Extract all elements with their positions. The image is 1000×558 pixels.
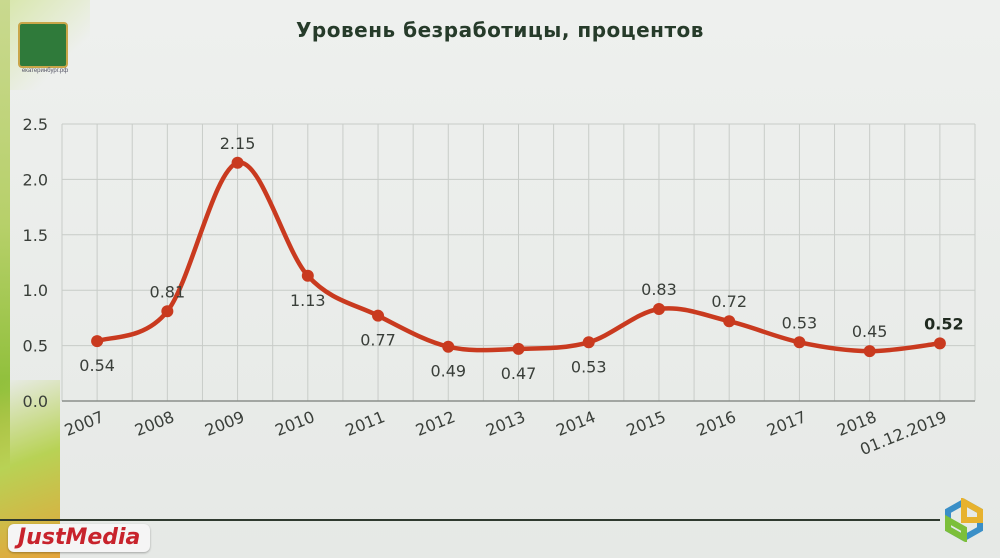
footer-divider (0, 519, 940, 521)
x-tick-label: 2017 (764, 407, 809, 440)
y-tick-label: 0.0 (23, 392, 48, 411)
y-tick-label: 1.5 (23, 226, 48, 245)
data-labels: 0.54 0.81 2.15 1.13 0.77 0.49 0.47 0.53 0.83 0.72… (79, 134, 963, 383)
data-point (652, 303, 665, 316)
data-label: 0.47 (501, 364, 537, 383)
x-tick-label: 2015 (624, 407, 669, 440)
y-tick-label: 1.0 (23, 281, 48, 300)
x-tick-label: 2013 (483, 407, 528, 440)
emblem-site-text: екатеринбург.рф (21, 68, 69, 74)
x-tick-label: 2014 (553, 407, 598, 440)
x-tick-label: 2009 (202, 407, 247, 440)
data-label: 0.54 (79, 356, 115, 375)
data-label: 0.52 (924, 314, 963, 333)
data-point (91, 335, 104, 348)
data-label: 0.53 (571, 357, 607, 376)
x-tick-label: 2010 (272, 407, 317, 440)
data-points (91, 156, 946, 358)
y-tick-label: 2.5 (23, 115, 48, 134)
chart-title: Уровень безработицы, процентов (296, 18, 704, 42)
data-point (723, 315, 736, 328)
x-tick-label: 2012 (413, 407, 458, 440)
data-point (372, 309, 385, 322)
x-tick-label: 2011 (343, 407, 388, 440)
data-point (161, 305, 174, 318)
data-point (442, 340, 455, 353)
x-tick-label: 2016 (694, 407, 739, 440)
data-label: 0.72 (711, 292, 747, 311)
data-label: 2.15 (220, 134, 256, 153)
data-label: 0.45 (852, 322, 888, 341)
y-axis-ticks: 0.0 0.5 1.0 1.5 2.0 2.5 (23, 115, 48, 411)
data-point (582, 336, 595, 349)
data-label: 0.83 (641, 280, 677, 299)
data-point (793, 336, 806, 349)
data-point (863, 345, 876, 358)
grid (61, 123, 976, 402)
x-tick-label: 2008 (132, 407, 177, 440)
y-tick-label: 0.5 (23, 337, 48, 356)
x-axis-ticks: 2007 2008 2009 2010 2011 2012 2013 2014 2015 2016… (62, 407, 950, 459)
data-point (231, 156, 244, 169)
data-label: 1.13 (290, 291, 326, 310)
justmedia-logo: JustMedia (8, 524, 151, 552)
city-emblem-icon (18, 22, 68, 68)
data-label: 0.53 (782, 313, 818, 332)
series-line (96, 160, 941, 354)
y-tick-label: 2.0 (23, 170, 48, 189)
hexagon-logo-icon (945, 498, 983, 542)
data-point (512, 342, 525, 355)
side-band-decoration (0, 0, 10, 558)
data-label: 0.81 (150, 282, 186, 301)
data-point (301, 269, 314, 282)
data-point (933, 337, 946, 350)
data-label: 0.49 (430, 362, 466, 381)
data-label: 0.77 (360, 331, 396, 350)
x-tick-label: 2007 (62, 407, 107, 440)
